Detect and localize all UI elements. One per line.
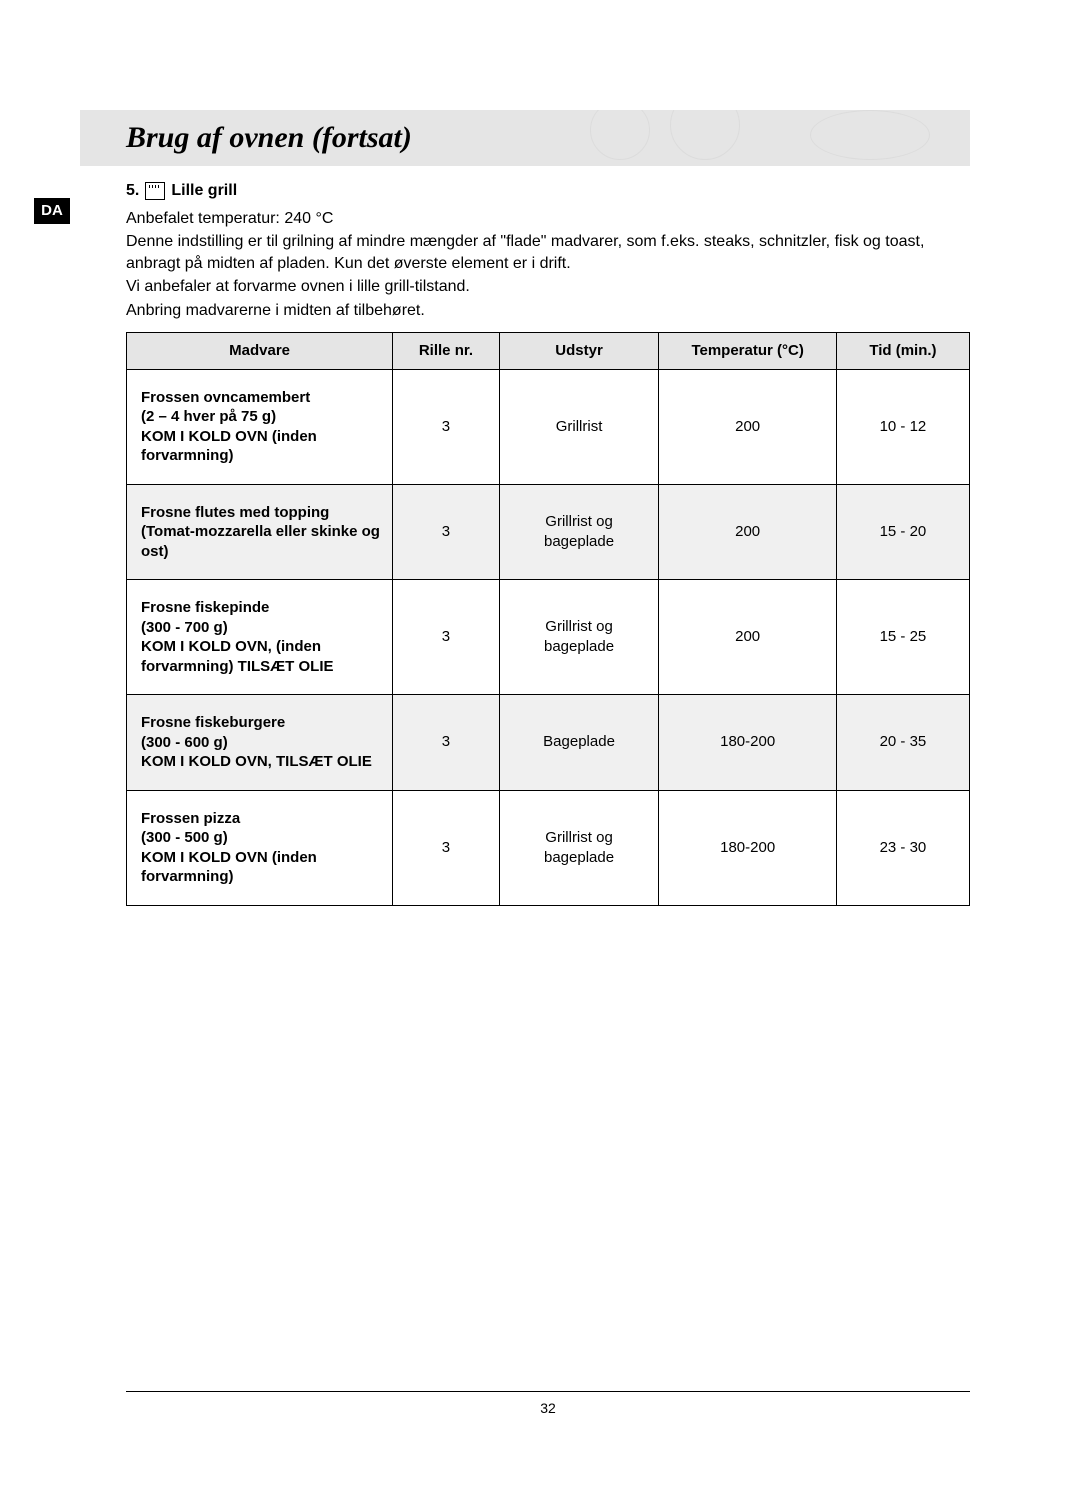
page: Brug af ovnen (fortsat) DA 5. Lille gril…: [0, 0, 1080, 1486]
cell-tid: 15 - 25: [836, 580, 969, 695]
col-temp: Temperatur (°C): [659, 332, 836, 369]
cell-temp: 200: [659, 484, 836, 580]
col-rille: Rille nr.: [393, 332, 499, 369]
cell-food: Frosne fiskepinde(300 - 700 g)KOM I KOLD…: [127, 580, 393, 695]
page-footer: 32: [126, 1391, 970, 1416]
cell-tid: 15 - 20: [836, 484, 969, 580]
cell-rille: 3: [393, 695, 499, 791]
description-3: Anbring madvarerne i midten af tilbehøre…: [126, 300, 970, 322]
col-udstyr: Udstyr: [499, 332, 659, 369]
cell-tid: 20 - 35: [836, 695, 969, 791]
cell-rille: 3: [393, 580, 499, 695]
cell-udstyr: Bageplade: [499, 695, 659, 791]
cell-food: Frosne fiskeburgere(300 - 600 g)KOM I KO…: [127, 695, 393, 791]
description-2: Vi anbefaler at forvarme ovnen i lille g…: [126, 276, 970, 298]
table-header-row: Madvare Rille nr. Udstyr Temperatur (°C)…: [127, 332, 970, 369]
small-grill-icon: [145, 182, 165, 200]
description-1: Denne indstilling er til grilning af min…: [126, 231, 970, 274]
decorative-circle: [670, 110, 740, 160]
content-area: DA 5. Lille grill Anbefalet temperatur: …: [80, 180, 970, 906]
cell-temp: 200: [659, 369, 836, 484]
page-number: 32: [540, 1400, 556, 1416]
table-row: Frossen ovncamembert(2 – 4 hver på 75 g)…: [127, 369, 970, 484]
table-body: Frossen ovncamembert(2 – 4 hver på 75 g)…: [127, 369, 970, 905]
title-bar: Brug af ovnen (fortsat): [80, 110, 970, 166]
cell-udstyr: Grillrist: [499, 369, 659, 484]
recommended-temp: Anbefalet temperatur: 240 °C: [126, 208, 970, 230]
cell-rille: 3: [393, 484, 499, 580]
cell-udstyr: Grillrist og bageplade: [499, 484, 659, 580]
cell-rille: 3: [393, 790, 499, 905]
page-title: Brug af ovnen (fortsat): [126, 121, 412, 155]
decorative-oval: [810, 110, 930, 160]
cell-rille: 3: [393, 369, 499, 484]
cell-tid: 23 - 30: [836, 790, 969, 905]
cell-temp: 180-200: [659, 695, 836, 791]
cell-udstyr: Grillrist og bageplade: [499, 580, 659, 695]
cell-food: Frossen pizza(300 - 500 g)KOM I KOLD OVN…: [127, 790, 393, 905]
section-number: 5.: [126, 180, 139, 202]
cell-temp: 200: [659, 580, 836, 695]
table-row: Frosne fiskepinde(300 - 700 g)KOM I KOLD…: [127, 580, 970, 695]
cell-tid: 10 - 12: [836, 369, 969, 484]
col-tid: Tid (min.): [836, 332, 969, 369]
section-label: Lille grill: [171, 180, 237, 202]
cell-food: Frosne flutes med topping (Tomat-mozzare…: [127, 484, 393, 580]
table-row: Frosne fiskeburgere(300 - 600 g)KOM I KO…: [127, 695, 970, 791]
table-row: Frosne flutes med topping (Tomat-mozzare…: [127, 484, 970, 580]
language-tab: DA: [34, 198, 70, 224]
section-heading: 5. Lille grill: [126, 180, 970, 202]
cell-udstyr: Grillrist og bageplade: [499, 790, 659, 905]
table-row: Frossen pizza(300 - 500 g)KOM I KOLD OVN…: [127, 790, 970, 905]
cell-food: Frossen ovncamembert(2 – 4 hver på 75 g)…: [127, 369, 393, 484]
decorative-circle: [590, 110, 650, 160]
cell-temp: 180-200: [659, 790, 836, 905]
cooking-table: Madvare Rille nr. Udstyr Temperatur (°C)…: [126, 332, 970, 906]
col-food: Madvare: [127, 332, 393, 369]
